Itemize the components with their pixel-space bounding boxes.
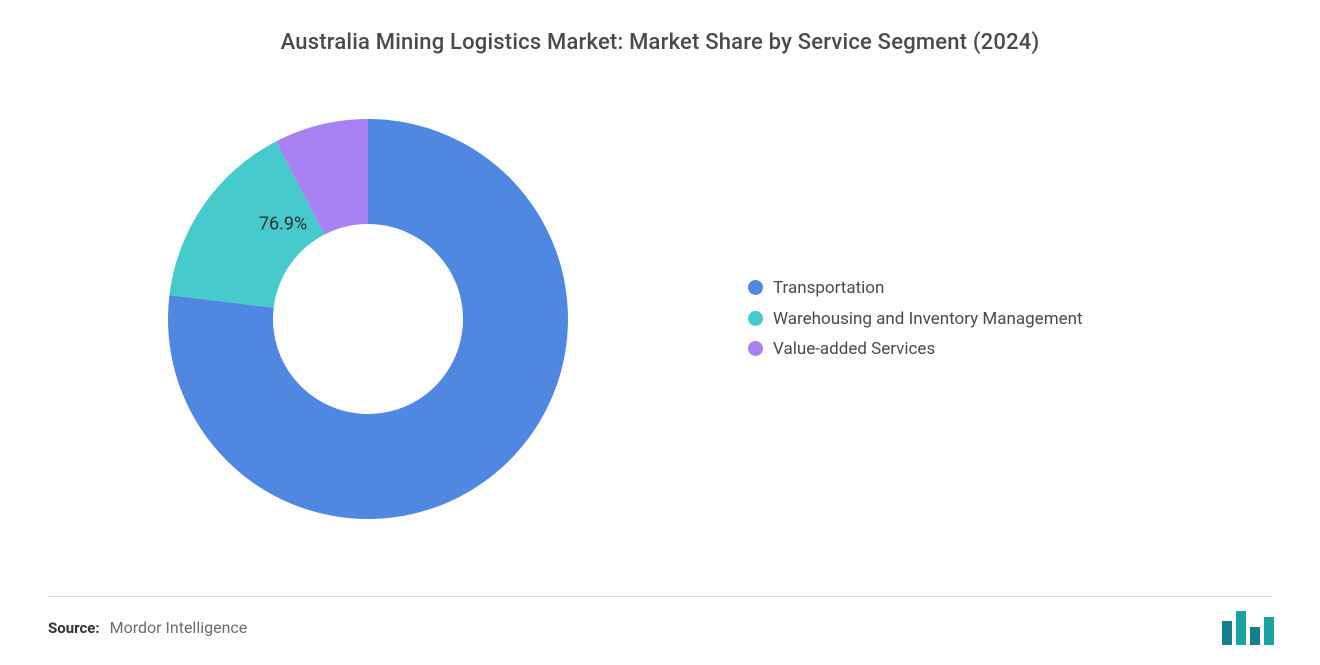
source-value: Mordor Intelligence (110, 618, 248, 637)
legend-item: Value-added Services (748, 338, 1128, 361)
legend-item: Transportation (748, 277, 1128, 300)
legend-label: Warehousing and Inventory Management (773, 308, 1083, 331)
brand-logo-icon (1222, 605, 1280, 645)
logo-bar (1264, 617, 1274, 645)
legend-swatch (748, 341, 763, 356)
legend-swatch (748, 280, 763, 295)
legend-item: Warehousing and Inventory Management (748, 308, 1128, 331)
legend-label: Value-added Services (773, 338, 935, 361)
chart-container: Australia Mining Logistics Market: Marke… (0, 0, 1320, 665)
logo-bar (1236, 611, 1246, 645)
legend: Transportation Warehousing and Inventory … (748, 277, 1128, 362)
donut-chart-cell: 76.9% (48, 79, 688, 559)
donut-chart: 76.9% (158, 109, 578, 529)
legend-swatch (748, 311, 763, 326)
source-label: Source: (48, 619, 100, 637)
footer: Source: Mordor Intelligence (48, 618, 247, 637)
donut-svg (158, 109, 578, 529)
chart-row: 76.9% Transportation Warehousing and Inve… (48, 79, 1272, 559)
logo-bar (1222, 621, 1232, 645)
chart-title: Australia Mining Logistics Market: Marke… (48, 30, 1272, 55)
logo-bar (1250, 627, 1260, 645)
legend-label: Transportation (773, 277, 884, 300)
slice-label: 76.9% (259, 214, 307, 235)
legend-cell: Transportation Warehousing and Inventory … (688, 277, 1272, 362)
divider (48, 596, 1272, 597)
